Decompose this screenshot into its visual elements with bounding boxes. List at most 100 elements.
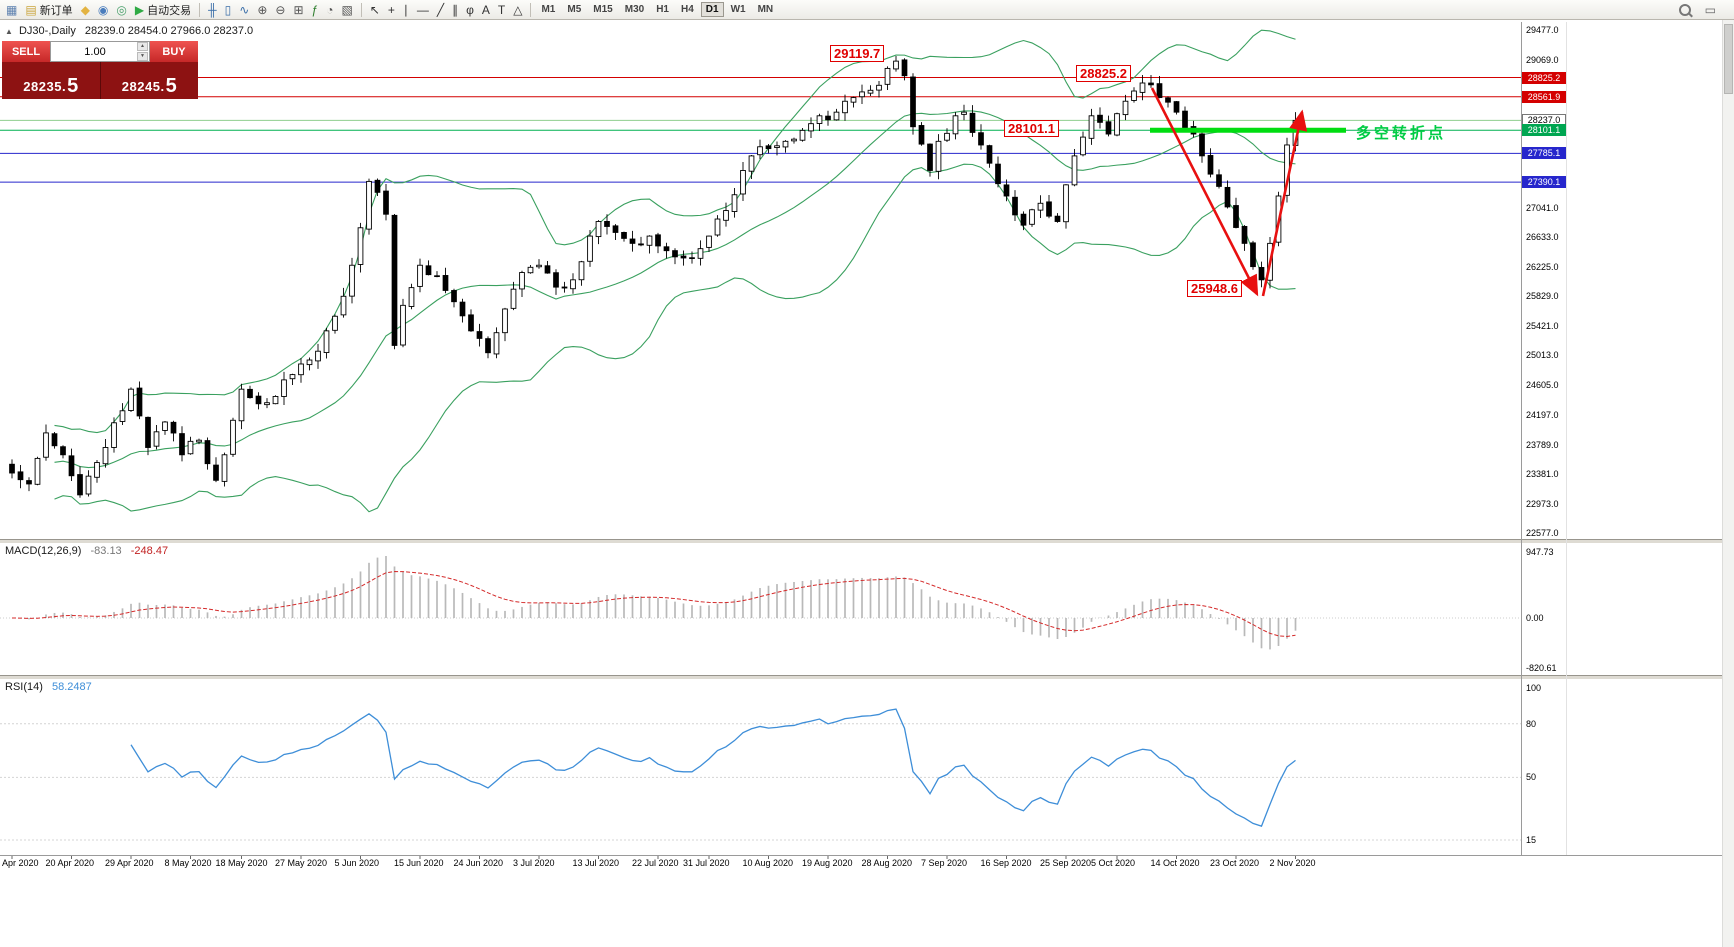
trend-arrow-1[interactable]: [1150, 87, 1259, 297]
line-chart-button[interactable]: ∿: [236, 1, 252, 18]
time-label-31-Jul-2020: 31 Jul 2020: [683, 858, 730, 868]
text-button[interactable]: A: [479, 1, 493, 18]
macd-main-value: -83.13: [90, 545, 122, 557]
rsi-label: RSI(14): [5, 681, 43, 693]
shapes-button[interactable]: △: [510, 1, 525, 18]
label-button[interactable]: T: [495, 1, 508, 18]
time-label-29-Apr-2020: 29 Apr 2020: [105, 858, 154, 868]
candlestick-button[interactable]: ▯: [222, 1, 235, 18]
horizontal-line-button[interactable]: ―: [414, 1, 432, 18]
tile-windows-button[interactable]: ⊞: [290, 1, 306, 18]
timeframe-h1-button[interactable]: H1: [656, 4, 669, 15]
fibonacci-button[interactable]: φ: [463, 1, 477, 18]
price-annotation-28825.2[interactable]: 28825.2: [1076, 65, 1131, 82]
price-tick-23789.0: 23789.0: [1526, 439, 1559, 450]
macd-tick-947.73: 947.73: [1526, 547, 1554, 557]
time-label-15-Jun-2020: 15 Jun 2020: [394, 858, 444, 868]
trend-arrow-2[interactable]: [1261, 109, 1308, 297]
cursor-button[interactable]: ↖: [367, 1, 383, 18]
rsi-tick-50: 50: [1526, 772, 1537, 783]
rsi-header: RSI(14) 58.2487: [5, 681, 92, 693]
bar-chart-button[interactable]: ╫: [205, 1, 220, 18]
line-chart-icon: ∿: [239, 2, 250, 17]
collapse-trade-panel-arrow[interactable]: ▲: [5, 27, 13, 36]
crosshair-button[interactable]: +: [385, 1, 398, 18]
vertical-scrollbar[interactable]: [1722, 20, 1734, 947]
search-icon[interactable]: [1676, 1, 1694, 18]
macd-signal-value: -248.47: [130, 545, 169, 557]
chart-profile-icon[interactable]: ▭: [1702, 1, 1719, 18]
timeframe-m30-button[interactable]: M30: [624, 4, 645, 15]
time-label-3-Jul-2020: 3 Jul 2020: [513, 858, 555, 868]
zoom-out-button[interactable]: ⊖: [272, 1, 288, 18]
indicators-button[interactable]: ƒ: [309, 1, 322, 18]
time-label-5-Oct-2020: 5 Oct 2020: [1091, 858, 1136, 868]
price-annotation-25948.6[interactable]: 25948.6: [1187, 280, 1242, 297]
fibonacci-icon: φ: [466, 2, 474, 17]
lot-size-input[interactable]: [51, 44, 149, 59]
zoom-in-icon: ⊕: [257, 2, 268, 17]
timeframe-d1-button[interactable]: D1: [700, 2, 724, 17]
rsi-tick-15: 15: [1526, 834, 1537, 845]
window-edge-line: [1566, 22, 1567, 855]
autotrading-button-label: 自动交易: [147, 4, 192, 17]
price-tick-24197.0: 24197.0: [1526, 409, 1559, 420]
price-badge-28825.2: 28825.2: [1522, 71, 1566, 84]
navigator-icon: ◎: [116, 2, 127, 17]
timeframe-m5-button[interactable]: M5: [567, 4, 582, 15]
rsi-panel-separator[interactable]: [0, 675, 1722, 679]
periods-button[interactable]: ◔: [323, 1, 336, 18]
time-label-7-Sep-2020: 7 Sep 2020: [921, 858, 968, 868]
sell-price[interactable]: 28235. 5: [2, 62, 101, 99]
timeframe-w1-button[interactable]: W1: [730, 4, 746, 15]
price-tick-29477.0: 29477.0: [1526, 25, 1559, 35]
rsi-value: 58.2487: [51, 681, 92, 693]
lot-increase-button[interactable]: ▲: [137, 42, 148, 51]
lot-decrease-button[interactable]: ▼: [137, 52, 148, 61]
new-order-button[interactable]: ▤ 新订单: [22, 1, 75, 18]
toolbar-buttons: ▦ ▤ 新订单 ◆ ◉ ◎ ▶ 自动交易 ╫ ▯ ∿ ⊕ ⊖ ⊞ ƒ ◔ ▧ ↖ + ∣ ― ╱ ∥ φ A T △ M1 M5 M15 M…: [2, 1, 779, 18]
toolbar-right-group: ▭: [1675, 1, 1720, 18]
trendline-button[interactable]: ╱: [434, 1, 447, 18]
time-label-18-May-2020: 18 May 2020: [215, 858, 268, 868]
buy-button[interactable]: BUY: [150, 41, 198, 62]
timeframe-h4-button[interactable]: H4: [680, 4, 694, 15]
new-order-icon: ▤: [25, 2, 37, 17]
time-label-20-Apr-2020: 20 Apr 2020: [45, 858, 95, 868]
metaeditor-button[interactable]: ◆: [78, 1, 93, 18]
lot-spinner: ▲ ▼: [137, 42, 148, 61]
channel-button[interactable]: ∥: [449, 1, 461, 18]
timeframe-mn-button[interactable]: MN: [757, 4, 774, 15]
time-axis-line: [0, 855, 1722, 856]
trendline-icon: ╱: [436, 2, 445, 17]
vertical-line-button[interactable]: ∣: [400, 1, 412, 18]
market-watch-button[interactable]: ◉: [95, 1, 111, 18]
toolbar-separator: [360, 2, 362, 17]
toolbar-separator: [199, 2, 201, 17]
macd-header: MACD(12,26,9) -83.13 -248.47: [5, 545, 168, 557]
sell-button[interactable]: SELL: [2, 41, 50, 62]
price-annotation-28101.1[interactable]: 28101.1: [1004, 120, 1059, 137]
candlestick-icon: ▯: [224, 2, 232, 17]
timeframe-m15-button[interactable]: M15: [593, 4, 613, 15]
price-tick-25013.0: 25013.0: [1526, 350, 1559, 361]
templates-button[interactable]: ▧: [338, 1, 355, 18]
time-label-13-Jul-2020: 13 Jul 2020: [572, 858, 620, 868]
time-label-Apr-2020: Apr 2020: [2, 858, 39, 868]
cursor-icon: ↖: [369, 2, 380, 17]
timeframe-m1-button[interactable]: M1: [541, 4, 556, 15]
zoom-in-button[interactable]: ⊕: [254, 1, 270, 18]
price-annotation-29119.7[interactable]: 29119.7: [830, 45, 885, 62]
autotrading-button[interactable]: ▶ 自动交易: [132, 1, 194, 18]
macd-panel-separator[interactable]: [0, 539, 1722, 543]
label-icon: T: [497, 2, 506, 17]
time-label-5-Jun-2020: 5 Jun 2020: [334, 858, 380, 868]
horizontal-line-icon: ―: [416, 2, 429, 17]
charts-window-button[interactable]: ▦: [3, 1, 20, 18]
macd-tick-0.00: 0.00: [1526, 613, 1544, 623]
chart-symbol-label: ▲ DJ30-,Daily 28239.0 28454.0 27966.0 28…: [5, 25, 253, 37]
navigator-button[interactable]: ◎: [113, 1, 129, 18]
buy-price[interactable]: 28245. 5: [101, 62, 199, 99]
scrollbar-thumb[interactable]: [1724, 24, 1733, 94]
